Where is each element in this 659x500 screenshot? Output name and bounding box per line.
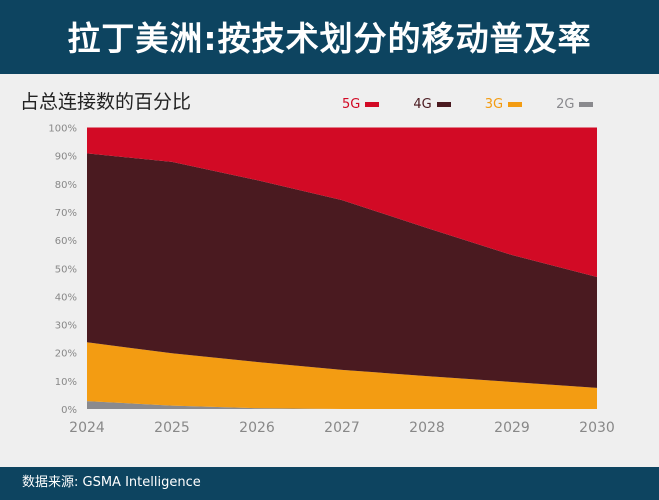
x-tick-label: 2024 xyxy=(69,420,105,436)
area-4g xyxy=(87,153,597,388)
legend-item-3g: 3G xyxy=(484,97,523,112)
legend-label: 3G xyxy=(484,97,504,112)
x-tick-label: 2026 xyxy=(239,420,275,436)
legend-swatch xyxy=(436,102,451,107)
x-tick-label: 2027 xyxy=(324,420,360,436)
legend: 5G 4G 3G 2G xyxy=(342,97,627,112)
legend-swatch xyxy=(579,102,594,107)
y-tick-label: 0% xyxy=(61,405,77,416)
chart-subtitle: 占总连接数的百分比 xyxy=(20,91,192,113)
legend-item-4g: 4G xyxy=(413,97,451,112)
area-2g xyxy=(87,401,597,409)
y-tick-label: 30% xyxy=(55,321,77,332)
y-tick-label: 60% xyxy=(55,236,77,247)
legend-label: 4G xyxy=(413,97,432,112)
y-tick-label: 20% xyxy=(55,349,77,360)
y-tick-label: 70% xyxy=(55,208,77,219)
chart-title: 拉丁美洲:按技术划分的移动普及率 xyxy=(0,0,659,74)
area-3g xyxy=(87,342,597,409)
x-tick-label: 2030 xyxy=(579,420,615,436)
y-tick-label: 50% xyxy=(55,264,77,275)
legend-swatch xyxy=(508,102,523,107)
y-tick-label: 90% xyxy=(55,152,77,163)
area-5g xyxy=(87,127,597,277)
legend-item-5g: 5G xyxy=(342,97,380,112)
legend-item-2g: 2G xyxy=(556,97,594,112)
y-tick-label: 100% xyxy=(48,124,77,135)
x-tick-label: 2025 xyxy=(154,420,190,436)
x-tick-label: 2029 xyxy=(494,420,530,436)
legend-swatch xyxy=(365,102,380,107)
y-tick-label: 10% xyxy=(55,377,77,388)
x-tick-label: 2028 xyxy=(409,420,445,436)
source-footer: 数据来源: GSMA Intelligence xyxy=(0,467,659,500)
legend-label: 5G xyxy=(342,97,361,112)
legend-label: 2G xyxy=(556,97,575,112)
y-tick-label: 40% xyxy=(55,292,77,303)
y-tick-label: 80% xyxy=(55,180,77,191)
